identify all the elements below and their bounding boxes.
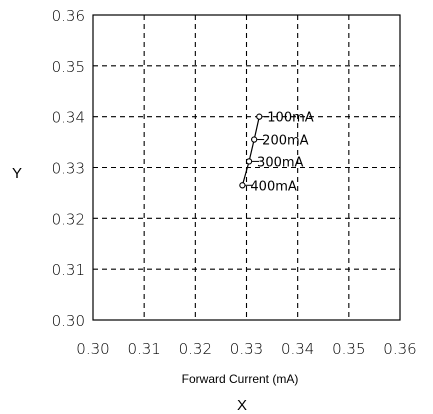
- data-point: [256, 113, 263, 120]
- y-tick-label: 0.35: [52, 58, 85, 76]
- point-label: 300mA: [257, 155, 303, 170]
- x-axis-sublabel: Forward Current (mA): [182, 372, 299, 386]
- point-annotations: 100mA 200mA 300mA 400mA: [245, 111, 314, 194]
- x-tick-label: 0.36: [383, 340, 416, 358]
- y-tick-label: 0.36: [52, 7, 85, 25]
- x-axis-label: X: [237, 397, 247, 414]
- data-points: [239, 113, 263, 189]
- x-tick-labels: 0.30 0.31 0.32 0.33 0.34 0.35 0.36: [76, 340, 416, 358]
- y-tick-label: 0.30: [52, 312, 85, 330]
- y-tick-label: 0.33: [52, 160, 85, 178]
- point-label: 200mA: [262, 134, 308, 149]
- x-tick-label: 0.32: [179, 340, 212, 358]
- y-tick-label: 0.32: [52, 210, 85, 228]
- x-tick-label: 0.31: [127, 340, 160, 358]
- x-tick-label: 0.34: [281, 340, 314, 358]
- plot-frame: [92, 14, 401, 321]
- x-tick-label: 0.35: [332, 340, 365, 358]
- x-tick-label: 0.30: [76, 340, 109, 358]
- data-point: [245, 158, 253, 165]
- x-tick-label: 0.33: [230, 340, 263, 358]
- y-axis-label: Y: [12, 165, 22, 182]
- data-point: [239, 182, 246, 189]
- y-tick-label: 0.34: [52, 109, 85, 127]
- grid: [93, 15, 400, 320]
- point-label: 100mA: [267, 111, 313, 126]
- series-line: [241, 116, 260, 186]
- y-tick-labels: 0.30 0.31 0.32 0.33 0.34 0.35 0.36: [52, 7, 85, 330]
- data-point: [251, 136, 258, 143]
- series-line-path: [241, 116, 260, 186]
- point-label: 400mA: [250, 179, 296, 194]
- y-tick-label: 0.31: [52, 261, 85, 279]
